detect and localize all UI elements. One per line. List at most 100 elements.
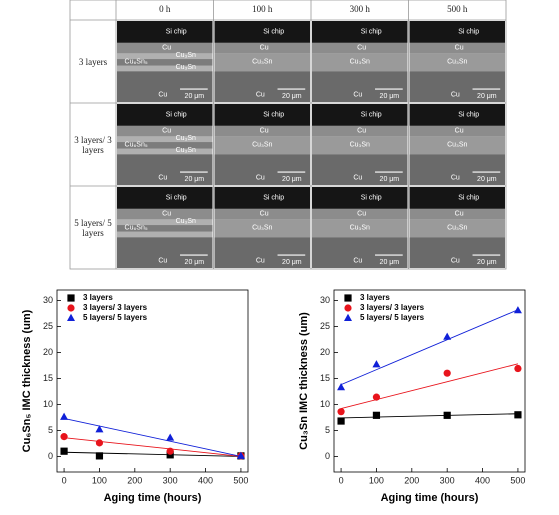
y-tick-label: 10 (320, 399, 330, 409)
cell-label: Cu₃Sn (176, 218, 196, 225)
cell-label: Cu (158, 175, 167, 182)
y-tick-label: 5 (48, 425, 53, 435)
cell-label: Si chip (458, 194, 479, 201)
row-label-box: 3 layers (78, 56, 108, 67)
marker-triangle (344, 313, 352, 321)
cell-label: Cu (260, 211, 269, 218)
imc-band (214, 136, 310, 155)
cell-label: Cu (260, 128, 269, 135)
cu-band (117, 237, 213, 268)
legend-label: 3 layers (83, 293, 113, 302)
cu-band (117, 208, 213, 220)
imc-band (312, 53, 408, 72)
legend-label: 5 layers/ 5 layers (360, 313, 425, 322)
x-tick-label: 100 (92, 475, 107, 485)
marker-triangle (67, 313, 75, 321)
si-chip-band (312, 21, 408, 43)
marker-circle (344, 304, 352, 312)
cu-band (312, 71, 408, 102)
x-tick-label: 300 (163, 475, 178, 485)
scale-label: 20 μm (477, 259, 497, 266)
si-chip-band (214, 187, 310, 209)
cu-band (312, 237, 408, 268)
row-label-box: 3 layers/ 3 layers (74, 135, 112, 155)
marker-square (60, 447, 68, 455)
si-chip-band (117, 104, 213, 126)
y-axis-title: Cu₆Sn₅ IMC thickness (um) (21, 309, 33, 452)
marker-circle (337, 408, 345, 416)
cell-label: Si chip (361, 28, 382, 35)
cell-label: Cu₃Sn (252, 58, 272, 65)
scale-label: 20 μm (282, 93, 302, 100)
imc-band (409, 219, 505, 238)
cell-label: Si chip (263, 111, 284, 118)
cell-label: Cu (451, 175, 460, 182)
cell-label: Cu (256, 258, 265, 265)
cell-label: Si chip (263, 28, 284, 35)
si-chip-band (312, 187, 408, 209)
column-header: 500 h (447, 4, 468, 14)
legend-label: 3 layers/ 3 layers (83, 303, 148, 312)
cell-label: Si chip (458, 111, 479, 118)
marker-triangle (443, 332, 452, 340)
cell-label: Cu₃Sn (350, 141, 370, 148)
marker-square (166, 451, 174, 459)
cell-label: Cu (256, 175, 265, 182)
cell-label: Cu₃Sn (176, 64, 196, 71)
si-chip-band (409, 187, 505, 209)
marker-triangle (372, 360, 381, 368)
y-tick-label: 0 (48, 451, 53, 461)
marker-square (95, 452, 104, 460)
si-chip-band (117, 187, 213, 209)
marker-triangle (60, 412, 69, 420)
marker-circle (95, 439, 104, 447)
cell-label: Cu₃Sn (447, 58, 467, 65)
scale-label: 20 μm (185, 176, 205, 183)
marker-circle (372, 393, 381, 401)
cu-band (409, 237, 505, 268)
column-header: 0 h (159, 4, 171, 14)
imc-band (312, 136, 408, 155)
cell-label: Cu (256, 92, 265, 99)
cu-band (214, 42, 310, 54)
marker-circle (60, 433, 68, 441)
fit-line (64, 451, 241, 457)
cell-label: Cu (455, 128, 464, 135)
cell-label: Cu₃Sn (350, 58, 370, 65)
cell-label: Cu₃Sn (176, 147, 196, 154)
scale-label: 20 μm (185, 259, 205, 266)
scale-label: 20 μm (282, 259, 302, 266)
cell-label: Cu (353, 258, 362, 265)
y-tick-label: 15 (43, 373, 53, 383)
row-label-box: 5 layers/ 5 layers (74, 217, 112, 238)
marker-square (337, 417, 345, 425)
cell-label: Cu (357, 45, 366, 52)
cell-label: Cu (455, 211, 464, 218)
cu-band (117, 42, 213, 54)
x-tick-label: 100 (369, 475, 384, 485)
cu-band (117, 125, 213, 137)
si-chip-band (117, 21, 213, 43)
cell-label: Si chip (166, 111, 187, 118)
scale-label: 20 μm (380, 93, 400, 100)
marker-square (443, 411, 451, 419)
cell-label: Cu (162, 211, 171, 218)
cell-label: Cu₆Sn₅ (125, 58, 148, 65)
cell-label: Si chip (458, 28, 479, 35)
row-label: 3 layers (78, 56, 108, 67)
imc-band (409, 53, 505, 72)
imc-band (409, 136, 505, 155)
y-tick-label: 20 (320, 347, 330, 357)
marker-triangle (337, 383, 346, 391)
cell-label: Cu (260, 45, 269, 52)
cu-band (312, 42, 408, 54)
si-chip-band (409, 21, 505, 43)
cell-label: Cu (353, 92, 362, 99)
legend-label: 5 layers/ 5 layers (83, 313, 148, 322)
row-label: 5 layers/ 5 layers (74, 217, 112, 238)
x-tick-label: 300 (440, 475, 455, 485)
marker-circle (443, 369, 451, 377)
x-axis-title: Aging time (hours) (104, 492, 202, 504)
cu-band (409, 154, 505, 185)
imc-band (214, 53, 310, 72)
